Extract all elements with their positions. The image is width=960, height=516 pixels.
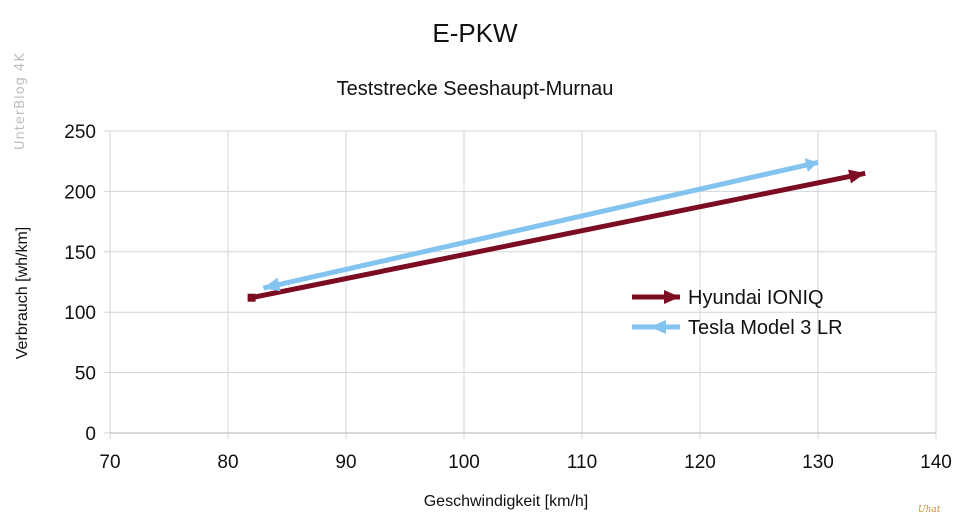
plot-area: 70 80 90 100 110 120 130 140 0 50 100 150 200 250 (64, 122, 952, 473)
x-tick-label: 100 (448, 452, 480, 473)
x-tick-label: 80 (217, 452, 238, 473)
legend-item-tesla-model-3-lr: Tesla Model 3 LR (632, 317, 843, 339)
x-tick-label: 90 (335, 452, 356, 473)
legend-item-hyundai-ioniq: Hyundai IONIQ (632, 287, 824, 309)
series-hyundai-ioniq (247, 169, 866, 302)
x-tick-label: 110 (567, 452, 597, 473)
legend-marker (664, 290, 680, 304)
x-tick-label: 130 (802, 452, 834, 473)
y-tick-label: 200 (64, 182, 96, 203)
y-tick-label: 50 (75, 364, 96, 385)
watermark-text: UnterBlog 4K (13, 52, 28, 150)
x-tick-label: 120 (684, 452, 716, 473)
legend-label: Hyundai IONIQ (688, 287, 824, 309)
legend-label: Tesla Model 3 LR (688, 317, 843, 339)
y-tick-label: 250 (64, 122, 96, 143)
series-line (262, 159, 819, 291)
series-point-end (804, 158, 818, 172)
series-tesla-model-3-lr (262, 158, 819, 292)
x-tick-label: 70 (99, 452, 120, 473)
legend-marker (650, 320, 666, 334)
y-tick-label: 100 (64, 303, 96, 324)
x-tick-label: 140 (920, 452, 952, 473)
y-axis-label: Verbrauch [wh/km] (14, 227, 31, 360)
y-tick-label: 150 (64, 243, 96, 264)
series-line (251, 170, 866, 301)
series-point-start (247, 293, 256, 302)
series-point-start (263, 277, 281, 292)
x-axis-label: Geschwindigkeit [km/h] (424, 493, 589, 510)
watermark: UnterBlog 4K (13, 52, 28, 150)
chart-title: E-PKW (432, 18, 518, 48)
chart-subtitle: Teststrecke Seeshaupt-Murnau (337, 78, 614, 100)
signature: Uhat (918, 505, 941, 515)
legend: Hyundai IONIQ Tesla Model 3 LR (632, 287, 843, 339)
y-tick-label: 0 (85, 424, 96, 445)
series-point-end (848, 169, 866, 184)
